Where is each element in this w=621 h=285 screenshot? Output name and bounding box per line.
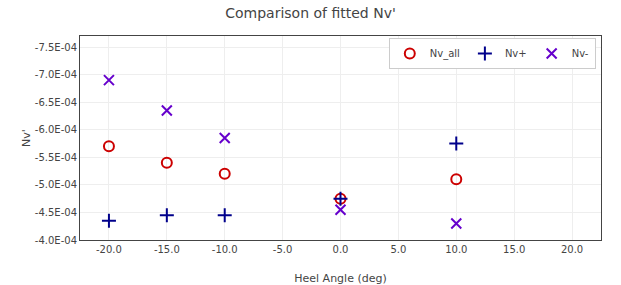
svg-text:-5.0: -5.0 [273,244,293,255]
svg-text:-5.5E-04: -5.5E-04 [35,152,77,163]
svg-text:10.0: 10.0 [445,244,467,255]
svg-text:5.0: 5.0 [390,244,406,255]
svg-text:-20.0: -20.0 [96,244,122,255]
svg-text:-6.0E-04: -6.0E-04 [35,124,77,135]
svg-text:-7.5E-04: -7.5E-04 [35,42,77,53]
svg-text:Nv': Nv' [20,129,33,147]
svg-text:-4.0E-04: -4.0E-04 [35,235,77,246]
svg-text:-15.0: -15.0 [154,244,180,255]
svg-text:Heel Angle (deg): Heel Angle (deg) [294,272,386,285]
svg-text:20.0: 20.0 [561,244,583,255]
svg-text:-7.0E-04: -7.0E-04 [35,69,77,80]
svg-text:Comparison of fitted Nv': Comparison of fitted Nv' [225,5,396,21]
svg-text:-10.0: -10.0 [212,244,238,255]
svg-text:-4.5E-04: -4.5E-04 [35,207,77,218]
svg-text:Nv-: Nv- [572,48,589,59]
svg-text:Nv+: Nv+ [505,48,527,59]
svg-text:Nv_all: Nv_all [430,48,460,60]
svg-text:0.0: 0.0 [333,244,349,255]
svg-text:15.0: 15.0 [503,244,525,255]
svg-text:-5.0E-04: -5.0E-04 [35,179,77,190]
svg-text:-6.5E-04: -6.5E-04 [35,97,77,108]
